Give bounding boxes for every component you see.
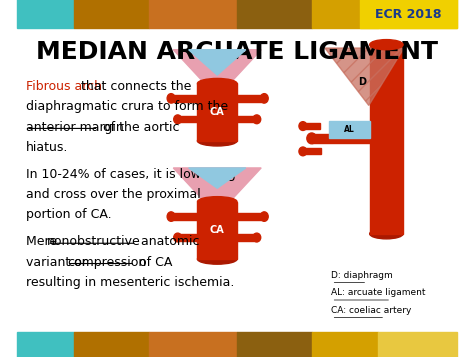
Ellipse shape xyxy=(198,254,237,264)
Ellipse shape xyxy=(253,115,261,124)
Text: ECR 2018: ECR 2018 xyxy=(375,8,442,21)
Polygon shape xyxy=(189,50,246,75)
Text: anterior margin: anterior margin xyxy=(26,121,124,134)
Bar xyxy=(312,134,371,142)
Bar xyxy=(312,332,378,357)
Bar xyxy=(178,235,199,241)
Text: AL: arcuate ligament: AL: arcuate ligament xyxy=(331,288,426,297)
Bar xyxy=(236,95,264,102)
Text: Mere: Mere xyxy=(26,236,61,248)
Bar xyxy=(236,235,257,241)
Bar xyxy=(237,0,312,28)
Bar xyxy=(378,0,456,28)
Text: portion of CA.: portion of CA. xyxy=(26,208,112,221)
Text: MEDIAN ARCUATE LIGAMENT: MEDIAN ARCUATE LIGAMENT xyxy=(36,40,438,64)
Text: that connects the: that connects the xyxy=(77,80,191,93)
Ellipse shape xyxy=(198,136,237,146)
Text: compression: compression xyxy=(67,256,146,269)
Bar xyxy=(149,332,237,357)
Bar xyxy=(198,84,237,141)
Ellipse shape xyxy=(174,115,182,124)
Bar xyxy=(237,332,312,357)
Text: hiatus.: hiatus. xyxy=(26,141,68,154)
Bar xyxy=(312,0,378,28)
Text: diaphragmatic crura to form the: diaphragmatic crura to form the xyxy=(26,100,228,114)
Text: D: D xyxy=(358,77,366,87)
Text: of CA: of CA xyxy=(135,256,173,269)
Ellipse shape xyxy=(307,133,317,144)
Bar xyxy=(149,0,237,28)
Text: anatomic: anatomic xyxy=(137,236,200,248)
Text: D: diaphragm: D: diaphragm xyxy=(331,271,393,280)
Bar xyxy=(74,0,149,28)
Bar xyxy=(171,95,200,102)
Polygon shape xyxy=(173,168,261,215)
Text: CA: coeliac artery: CA: coeliac artery xyxy=(331,306,412,315)
Text: Fibrous arch: Fibrous arch xyxy=(26,80,102,93)
Ellipse shape xyxy=(299,147,307,156)
Ellipse shape xyxy=(260,94,268,103)
Text: resulting in mesenteric ischemia.: resulting in mesenteric ischemia. xyxy=(26,276,235,289)
Bar xyxy=(18,332,74,357)
Text: of the aortic: of the aortic xyxy=(99,121,179,134)
Bar xyxy=(236,116,257,122)
Text: nonobstructive: nonobstructive xyxy=(47,236,141,248)
Ellipse shape xyxy=(174,233,182,242)
Text: CA: CA xyxy=(210,107,225,117)
Ellipse shape xyxy=(198,197,237,207)
Bar xyxy=(303,149,321,155)
Ellipse shape xyxy=(198,79,237,89)
Text: AL: AL xyxy=(344,125,355,134)
Ellipse shape xyxy=(260,212,268,221)
Bar xyxy=(378,332,456,357)
Text: and cross over the proximal: and cross over the proximal xyxy=(26,188,201,201)
Polygon shape xyxy=(189,168,246,188)
Bar xyxy=(370,45,403,234)
Bar xyxy=(360,0,456,28)
Text: CA: CA xyxy=(210,225,225,235)
Polygon shape xyxy=(173,50,261,97)
Text: variant or: variant or xyxy=(26,256,91,269)
Bar xyxy=(18,0,74,28)
Bar xyxy=(303,123,319,129)
Ellipse shape xyxy=(299,122,307,130)
Bar xyxy=(171,213,200,220)
Ellipse shape xyxy=(370,40,403,50)
Bar xyxy=(74,332,149,357)
Bar xyxy=(178,116,199,122)
Ellipse shape xyxy=(370,229,403,239)
Bar xyxy=(198,202,237,259)
Polygon shape xyxy=(329,121,370,137)
Ellipse shape xyxy=(253,233,261,242)
Ellipse shape xyxy=(167,94,175,103)
Text: In 10-24% of cases, it is low-lying: In 10-24% of cases, it is low-lying xyxy=(26,168,236,181)
Bar xyxy=(236,213,264,220)
Ellipse shape xyxy=(167,212,175,221)
Polygon shape xyxy=(325,48,404,105)
